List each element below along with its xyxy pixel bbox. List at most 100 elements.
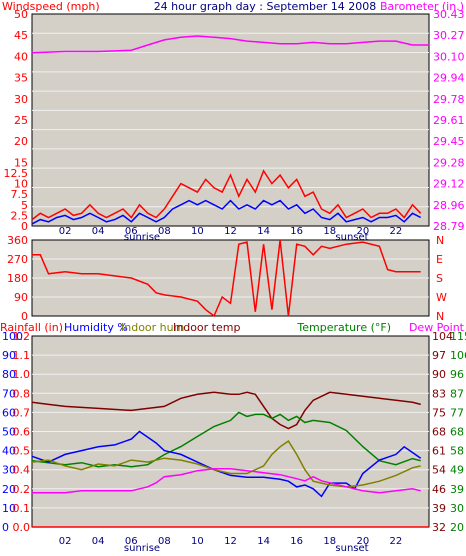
rain-tick-label: 0.2 [13,483,31,496]
series-indoor-hum [31,440,421,488]
top-hour-label: 16 [290,226,303,237]
sunrise-label: sunrise [124,232,160,243]
temp-tick-label: 49 [450,464,464,477]
top-hour-label: 20 [356,226,369,237]
graph-title: 24 hour graph day : September 14 2008 [154,0,377,13]
wind-tick-label: 35 [14,72,28,85]
temp-tick-label: 39 [450,483,464,496]
rain-tick-label: 1.2 [13,330,31,343]
humidity-tick-label: 80 [2,368,16,381]
temp-tick-label: 68 [450,426,464,439]
humidity-tick-label: 30 [2,464,16,477]
bottom-hour-label: 06 [125,536,138,547]
bottom-hour-label: 12 [224,536,237,547]
rain-tick-label: 0.6 [13,426,31,439]
barometer-tick-label: 29.45 [433,135,465,148]
indoor-temp-tick-label: 104 [432,330,453,343]
temp-tick-label: 58 [450,445,464,458]
barometer-tick-label: 28.79 [433,220,465,233]
temp-tick-label: 30 [450,502,464,515]
wind-tick-label: 2.5 [11,209,29,222]
compass-tick-label: S [436,272,443,285]
top-hour-label: 10 [191,226,204,237]
rain-tick-label: 1.1 [13,349,31,362]
wind-tick-label: 30 [14,93,28,106]
indoor-temp-tick-label: 32 [432,521,446,534]
bottom-hour-label: 04 [92,536,105,547]
indoor-temp-tick-label: 68 [432,426,446,439]
humidity-tick-label: 50 [2,426,16,439]
direction-tick-label: 360 [7,234,28,247]
series-humidity [31,430,422,498]
wind-tick-label: 15 [14,156,28,169]
barometer-tick-label: 29.78 [433,93,465,106]
rain-tick-label: 0.0 [13,521,31,534]
indoor-temp-tick-label: 46 [432,483,446,496]
rain-tick-label: 0.1 [13,502,31,515]
bottom-hour-label: 02 [59,536,72,547]
indoor-temp-tick-label: 83 [432,387,446,400]
barometer-tick-label: 29.12 [433,178,465,191]
humidity-tick-label: 40 [2,445,16,458]
rain-tick-label: 1.0 [13,368,31,381]
humidity-tick-label: 20 [2,483,16,496]
series-wind-direction [32,239,421,318]
temp-tick-label: 106 [450,349,466,362]
wind-tick-label: 12.5 [4,167,29,180]
temp-tick-label: 115 [450,330,466,343]
bottom-hour-label: 20 [356,536,369,547]
compass-tick-label: E [436,253,443,266]
wind-tick-label: 10 [14,178,28,191]
indoor-temp-tick-label: 90 [432,368,446,381]
rain-tick-label: 0.4 [13,464,31,477]
humidity-tick-label: 10 [2,502,16,515]
indoor-hum-label: Indoor hum [121,321,184,334]
compass-tick-label: N [436,310,444,323]
series-indoor-temp [31,391,421,430]
sunrise-label-bottom: sunrise [124,543,160,554]
indoor-temp-label: Indoor temp [173,321,240,334]
wind-tick-label: 25 [14,114,28,127]
indoor-temp-tick-label: 54 [432,464,446,477]
temp-tick-label: 20 [450,521,464,534]
wind-tick-label: 40 [14,50,28,63]
barometer-tick-label: 30.10 [433,50,465,63]
indoor-temp-tick-label: 39 [432,502,446,515]
indoor-temp-tick-label: 75 [432,406,446,419]
barometer-tick-label: 29.94 [433,72,465,85]
wind-tick-label: 0 [21,220,28,233]
top-hour-label: 12 [224,226,237,237]
temp-tick-label: 96 [450,368,464,381]
humidity-tick-label: 70 [2,387,16,400]
temperature-label: Temperature (°F) [296,321,391,334]
humidity-label: Humidity % [64,321,128,334]
barometer-tick-label: 28.96 [433,199,465,212]
top-hour-label: 04 [92,226,105,237]
sunset-label: sunset [335,232,368,243]
bottom-hour-label: 22 [390,536,403,547]
wind-tick-label: 7.5 [11,188,29,201]
sunset-label-bottom: sunset [335,543,368,554]
humidity-tick-label: 90 [2,349,16,362]
temp-tick-label: 87 [450,387,464,400]
direction-tick-label: 90 [14,291,28,304]
rainfall-label: Rainfall (in) [0,321,63,334]
rain-tick-label: 0.5 [13,445,31,458]
barometer-tick-label: 30.27 [433,29,465,42]
barometer-tick-label: 29.61 [433,114,465,127]
indoor-temp-tick-label: 97 [432,349,446,362]
wind-tick-label: 50 [14,8,28,21]
series-windspeed [31,199,422,225]
series-dew-point [32,467,421,494]
top-hour-label: 18 [323,226,336,237]
humidity-tick-label: 100 [2,330,23,343]
top-hour-label: 08 [158,226,171,237]
humidity-tick-label: 60 [2,406,16,419]
direction-tick-label: 180 [7,272,28,285]
rain-tick-label: 0.8 [13,387,31,400]
wind-tick-label: 45 [14,29,28,42]
top-hour-label: 06 [125,226,138,237]
